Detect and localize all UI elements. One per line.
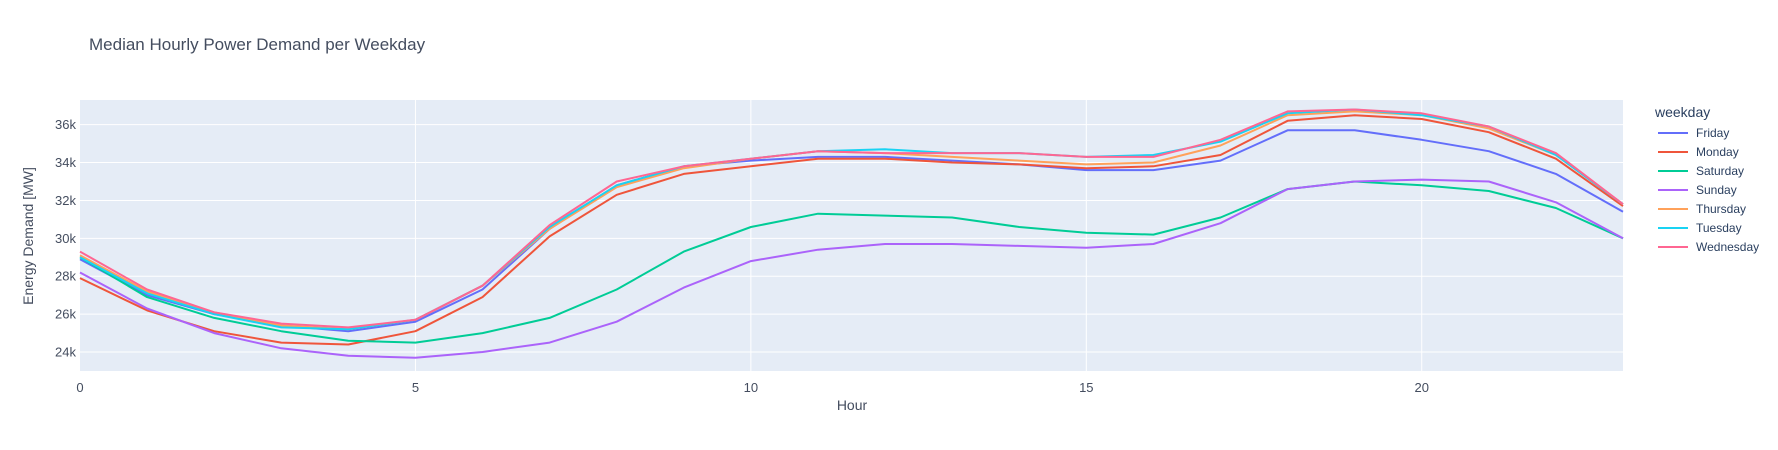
legend-label: Sunday — [1696, 183, 1737, 197]
grid — [80, 100, 1623, 371]
y-tick-label: 36k — [55, 117, 76, 132]
series-line-monday — [79, 114, 1624, 346]
legend-label: Saturday — [1696, 164, 1744, 178]
y-axis-ticks: 24k 26k 28k 30k 32k 34k 36k — [55, 117, 76, 359]
legend-title: weekday — [1654, 104, 1710, 120]
x-tick-label: 20 — [1415, 380, 1429, 395]
y-tick-label: 30k — [55, 231, 76, 246]
legend-label: Monday — [1696, 145, 1739, 159]
legend-label: Friday — [1696, 126, 1729, 140]
x-axis-title: Hour — [837, 397, 868, 413]
y-axis-title: Energy Demand [MW] — [20, 167, 36, 305]
y-tick-label: 26k — [55, 307, 76, 322]
x-axis-ticks: 0 5 10 15 20 — [76, 380, 1429, 395]
chart-title: Median Hourly Power Demand per Weekday — [89, 35, 426, 54]
y-tick-label: 32k — [55, 193, 76, 208]
series-layer — [79, 108, 1624, 359]
series-line-wednesday — [79, 108, 1624, 329]
legend-label: Tuesday — [1696, 221, 1742, 235]
x-tick-label: 5 — [412, 380, 419, 395]
y-tick-label: 24k — [55, 345, 76, 360]
x-tick-label: 10 — [744, 380, 758, 395]
x-tick-label: 15 — [1079, 380, 1093, 395]
legend: weekday Friday Monday Saturday Sunday Thursd… — [1654, 104, 1759, 254]
plot-area — [80, 100, 1623, 371]
x-tick-label: 0 — [76, 380, 83, 395]
y-tick-label: 34k — [55, 155, 76, 170]
y-tick-label: 28k — [55, 269, 76, 284]
legend-label: Thursday — [1696, 202, 1746, 216]
legend-label: Wednesday — [1696, 240, 1759, 254]
series-line-friday — [79, 129, 1624, 333]
series-line-sunday — [79, 178, 1624, 359]
